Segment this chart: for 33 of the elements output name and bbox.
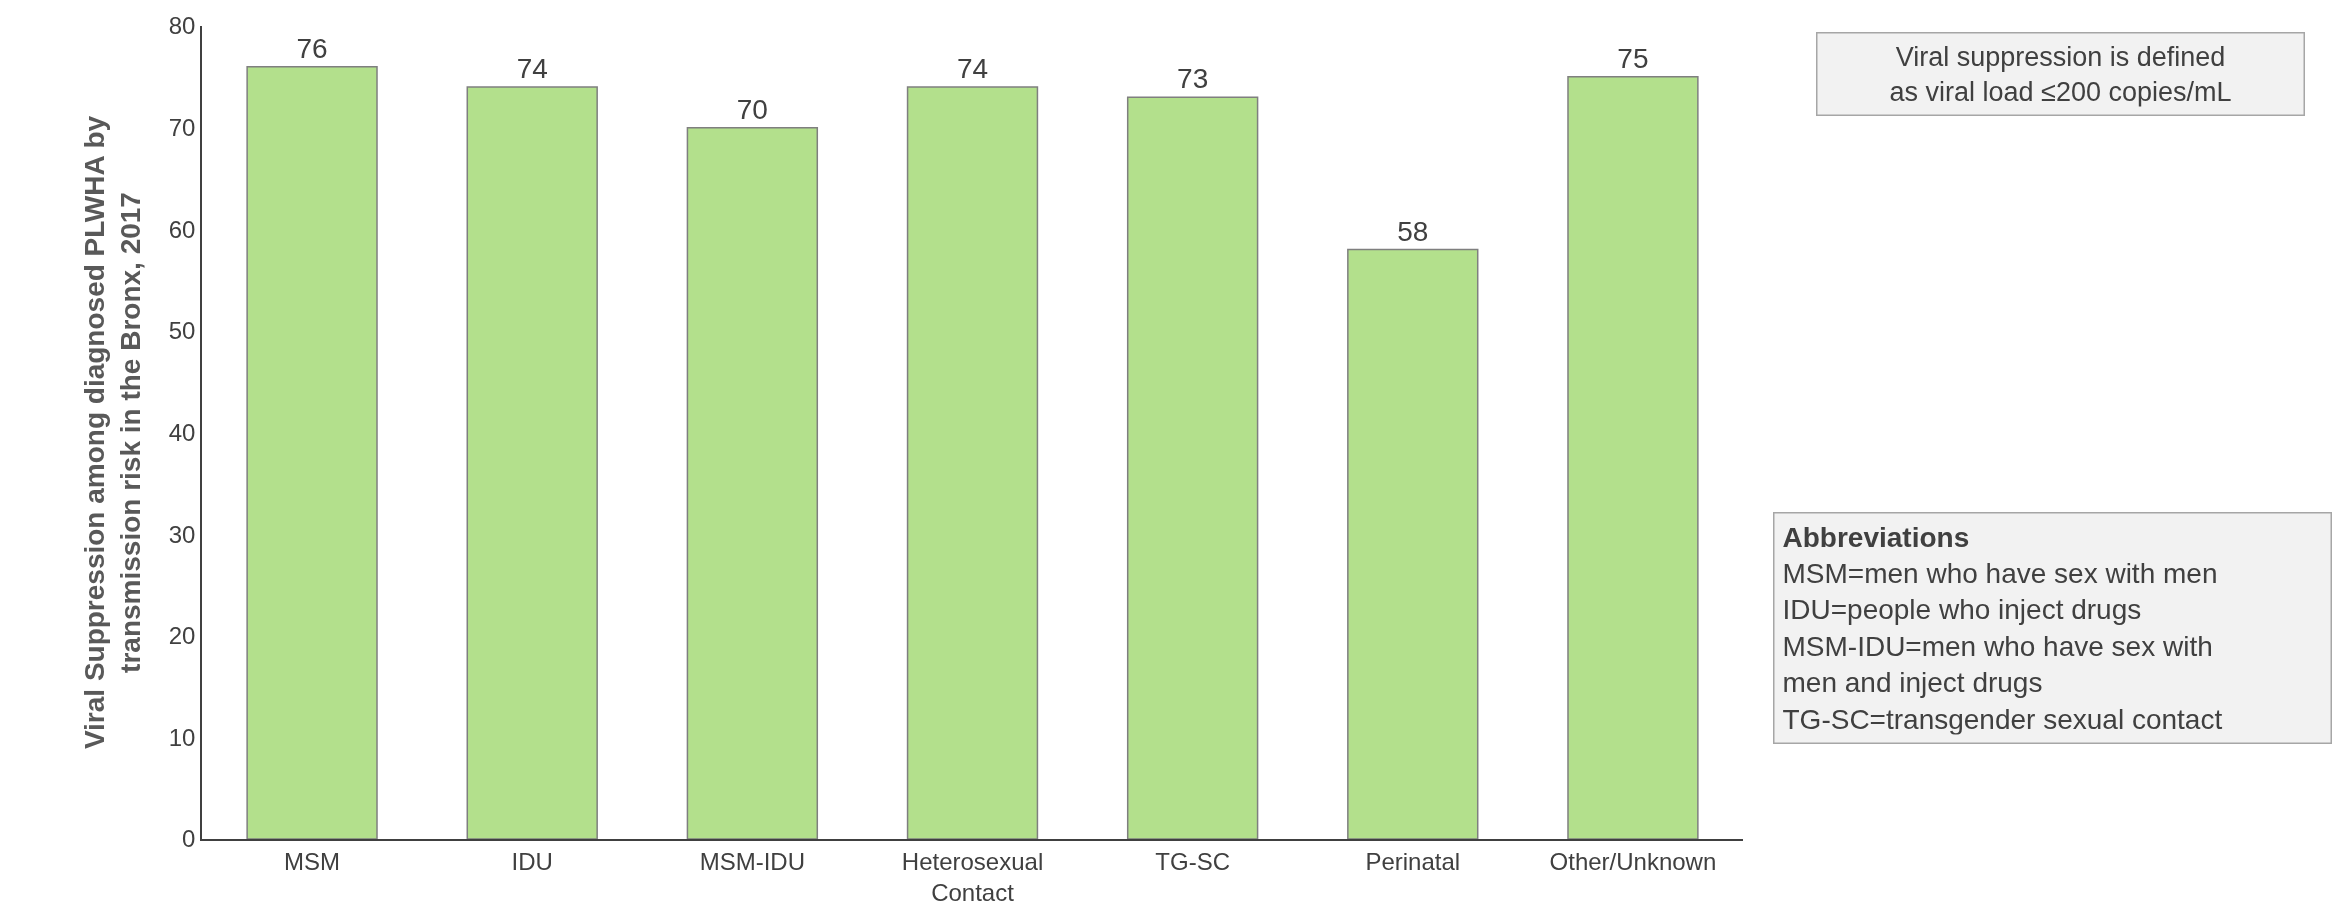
data-label: 70 [736,93,768,125]
y-tick-label: 20 [168,622,196,650]
y-tick-label: 80 [168,12,196,40]
y-tick-label: 30 [168,520,196,548]
bar [906,86,1039,839]
data-label: 74 [516,52,548,84]
data-label: 73 [1177,63,1209,95]
bar [246,65,378,839]
data-label: 74 [956,52,989,84]
y-tick-label: 60 [168,215,196,243]
data-label: 76 [296,32,328,64]
data-label: 58 [1397,215,1429,247]
x-tick-label: Other/Unknown [1549,847,1717,875]
x-tick-label: Heterosexual Contact [901,847,1044,906]
x-tick-label: TG-SC [1155,847,1230,875]
y-tick-label: 0 [182,825,196,853]
bar [466,86,598,839]
y-tick-label: 40 [168,418,196,446]
y-tick-label: 10 [168,723,196,751]
x-tick-label: MSM-IDU [699,847,806,875]
y-tick-label: 50 [168,317,196,345]
bar [1347,248,1479,839]
bar [1567,76,1699,839]
text: Abbreviations MSM=men who have sex with men IDU=people who inject drugs MSM-IDU=men who have sex with men and inject drugs TG-SC=transgender sexual contact [1782,521,2223,735]
y-axis-title: Viral Suppression among diagnosed PLWHA by transmission risk in the Bronx, 2017 [78,115,146,750]
data-label: 75 [1617,42,1649,74]
bar [686,126,819,839]
text: Viral suppression is defined as viral load ≤200 copies/mL [1889,41,2232,107]
x-tick-label: IDU [511,847,553,875]
x-tick-label: Perinatal [1365,847,1461,875]
bar [1126,96,1259,839]
x-tick-label: MSM [284,847,341,875]
y-tick-label: 70 [168,114,196,142]
